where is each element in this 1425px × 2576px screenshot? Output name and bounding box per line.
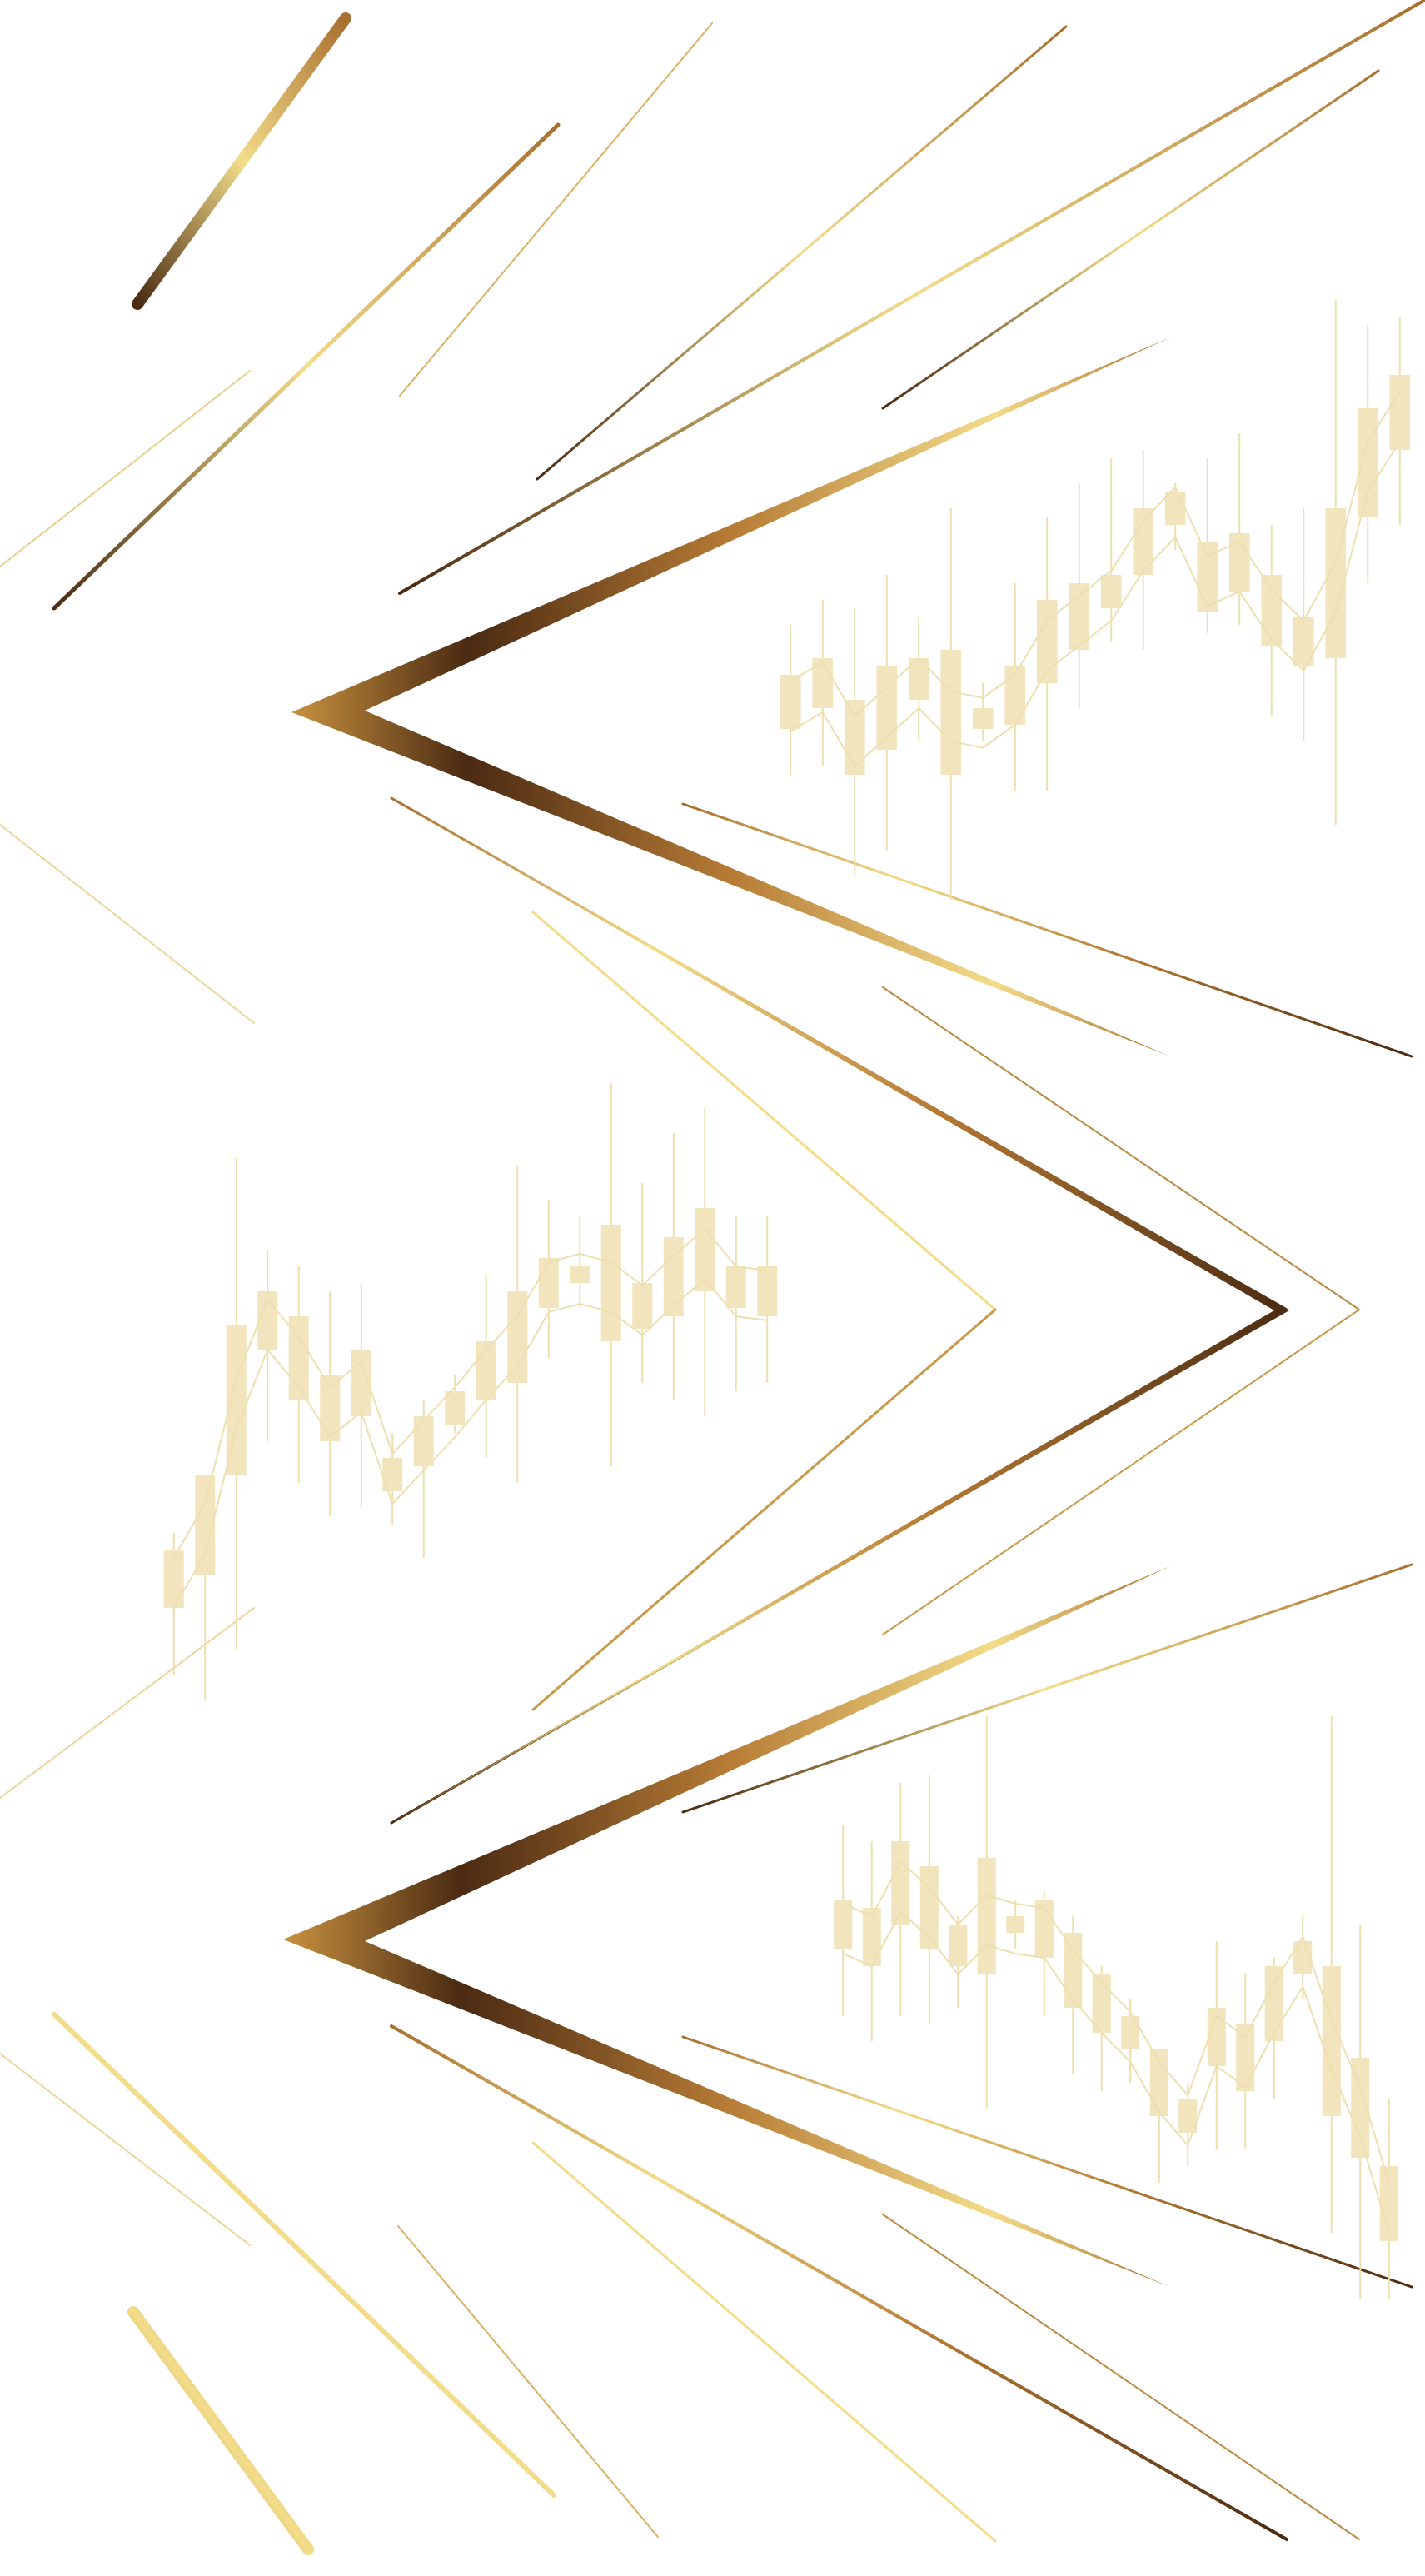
candle-body bbox=[757, 1266, 778, 1316]
candle-body bbox=[1351, 2058, 1370, 2158]
candle-body bbox=[919, 1866, 939, 1949]
candle-body bbox=[1379, 2166, 1398, 2241]
candle-body bbox=[1149, 2049, 1168, 2116]
candle-body bbox=[476, 1341, 496, 1400]
candle-body bbox=[977, 1858, 996, 1974]
candle-body bbox=[725, 1266, 746, 1308]
candle-body bbox=[949, 1925, 968, 1966]
candle-body bbox=[1389, 375, 1411, 450]
trend-line bbox=[790, 391, 1401, 718]
candle-body bbox=[891, 1841, 910, 1925]
candlestick-chart-watermark bbox=[834, 1716, 1398, 2299]
candle-body bbox=[695, 1208, 715, 1291]
candle-body bbox=[1006, 1916, 1025, 1933]
candle-body bbox=[972, 708, 994, 729]
candle-body bbox=[538, 1258, 559, 1308]
trend-line bbox=[790, 441, 1401, 768]
candle-body bbox=[1092, 1974, 1111, 2033]
candlestick-chart-watermark bbox=[163, 1083, 778, 1700]
gold-chevron-left-icon bbox=[291, 337, 1170, 1056]
candle-body bbox=[780, 675, 801, 729]
candle-body bbox=[1133, 508, 1154, 575]
candle-body bbox=[1261, 575, 1283, 646]
candle-body bbox=[507, 1291, 528, 1383]
candle-body bbox=[862, 1908, 881, 1966]
candle-body bbox=[1357, 408, 1378, 517]
candle-body bbox=[413, 1416, 434, 1466]
candle-body bbox=[940, 650, 962, 775]
candlestick-chart-watermark bbox=[780, 300, 1411, 900]
candle-body bbox=[570, 1266, 590, 1283]
candle-body bbox=[1036, 600, 1058, 683]
candle-body bbox=[1004, 666, 1026, 725]
candle-body bbox=[844, 700, 865, 775]
candle-body bbox=[1121, 2016, 1140, 2049]
candle-body bbox=[1100, 575, 1122, 608]
candle-body bbox=[1064, 1933, 1083, 2008]
candle-body bbox=[834, 1900, 853, 1949]
candle-body bbox=[445, 1391, 466, 1425]
candle-body bbox=[632, 1283, 653, 1329]
candle-body bbox=[226, 1325, 247, 1475]
trend-line bbox=[842, 1860, 1390, 2184]
trend-line bbox=[172, 1227, 768, 1559]
candle-body bbox=[1178, 2099, 1198, 2133]
candle-body bbox=[1322, 1966, 1341, 2116]
candle-body bbox=[382, 1458, 403, 1491]
candle-body bbox=[1164, 492, 1186, 525]
candle-body bbox=[1207, 2008, 1226, 2066]
candle-body bbox=[1325, 508, 1347, 658]
trend-line bbox=[172, 1277, 768, 1609]
trend-line bbox=[842, 1910, 1390, 2234]
candle-body bbox=[1069, 583, 1090, 650]
candle-body bbox=[1264, 1966, 1283, 2041]
candle-body bbox=[600, 1225, 621, 1341]
candle-body bbox=[163, 1550, 184, 1608]
candle-body bbox=[1236, 2024, 1255, 2091]
